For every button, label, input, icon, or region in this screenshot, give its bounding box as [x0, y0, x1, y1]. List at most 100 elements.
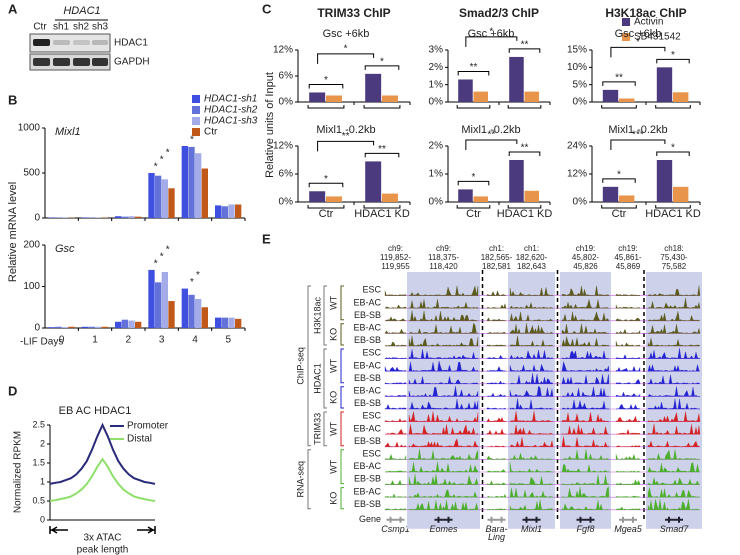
- track-signal: [486, 380, 507, 384]
- bar: [161, 179, 168, 218]
- track-signal: [561, 285, 610, 296]
- track-signal: [615, 415, 641, 422]
- track-signal: [509, 301, 554, 309]
- sig-bracket: [317, 53, 375, 64]
- track-signal: [647, 499, 701, 511]
- gene-row-label: Gene: [359, 514, 381, 524]
- significance: *: [160, 155, 164, 166]
- y-tick-label: 6%: [279, 169, 294, 180]
- sig-bracket: [508, 151, 541, 156]
- track-signal: [509, 410, 554, 422]
- gene-name: Csmp1: [381, 524, 410, 534]
- significance: *: [671, 143, 675, 154]
- category-bracket: [601, 205, 637, 209]
- chart-title: H3K18ac ChIP: [605, 6, 686, 20]
- sig-bracket: [308, 83, 344, 89]
- region-coord: 118,420: [429, 262, 458, 271]
- y-tick-label: 1%: [429, 79, 444, 90]
- y-tick-label: 1000: [18, 123, 41, 134]
- row-label: HDAC1: [114, 38, 148, 49]
- chart-subtitle: Gsc +6kb: [468, 28, 515, 40]
- x-tick-label: HDAC1 KD: [354, 208, 410, 220]
- bar: [135, 216, 142, 218]
- highlight: [508, 272, 555, 529]
- track-signal: [561, 412, 610, 422]
- track-signal: [615, 340, 641, 347]
- significance: *: [472, 172, 476, 183]
- bar: [524, 91, 540, 102]
- region-coord: 119,852-: [380, 253, 411, 262]
- gene-glyph: [487, 516, 506, 523]
- panel-label: B: [8, 92, 17, 107]
- region-coord: 45,861-: [614, 253, 641, 262]
- x-axis-label: -LIF Days: [20, 337, 63, 348]
- track-label: ESC: [362, 348, 381, 358]
- track-signal: [408, 386, 479, 397]
- bar: [121, 216, 128, 218]
- track-signal: [384, 479, 407, 485]
- gene-glyph: [665, 516, 683, 523]
- bar: [228, 204, 235, 218]
- track-signal: [647, 285, 701, 296]
- track-signal: [408, 299, 479, 309]
- panel-label: E: [262, 231, 271, 246]
- track-signal: [486, 354, 507, 359]
- bar: [458, 189, 473, 202]
- track-signal: [486, 417, 507, 422]
- group-label: HDAC1: [63, 5, 100, 17]
- bar: [235, 318, 242, 328]
- y-tick-label: 1.5: [32, 457, 45, 467]
- bar: [221, 317, 228, 328]
- legend-swatch: [192, 128, 200, 136]
- bar: [228, 317, 235, 328]
- category-bracket: [363, 205, 401, 209]
- lane-label: sh1: [53, 22, 70, 33]
- track-signal: [486, 303, 507, 309]
- track-signal: [615, 445, 641, 447]
- track-signal: [486, 317, 507, 321]
- legend-swatch: [622, 18, 630, 26]
- track-label: ESC: [362, 448, 381, 458]
- x-tick-label: 4: [192, 335, 198, 346]
- y-tick-label: 12%: [567, 169, 587, 180]
- track-label: EB-SB: [354, 436, 381, 446]
- assay-bracket: [307, 449, 311, 510]
- row-label: GAPDH: [114, 57, 150, 68]
- category-bracket: [601, 105, 637, 109]
- bar: [656, 67, 673, 102]
- track-signal: [647, 348, 701, 359]
- significance: **: [615, 73, 623, 84]
- category-bracket: [507, 205, 542, 209]
- category-bracket: [655, 105, 691, 109]
- bar: [602, 89, 619, 102]
- track-signal: [561, 299, 609, 309]
- x-tick-label: HDAC1 KD: [645, 208, 701, 220]
- sig-bracket: [465, 36, 518, 47]
- y-tick-label: 3%: [429, 45, 444, 56]
- track-signal: [615, 365, 641, 372]
- significance: *: [636, 37, 640, 48]
- gene-name: Smad7: [660, 524, 690, 534]
- bar: [188, 294, 195, 328]
- bar: [115, 321, 122, 328]
- x-tick-label: 1: [92, 335, 98, 346]
- region-coord: ch1:: [489, 244, 504, 253]
- genotype-label: KO: [328, 391, 338, 404]
- lane-label: sh3: [92, 22, 109, 33]
- significance: **: [487, 130, 495, 141]
- track-signal: [408, 461, 479, 473]
- track-signal: [561, 350, 610, 359]
- region-coord: 182,643: [517, 262, 546, 271]
- assay-label: ChIP-seq: [295, 347, 305, 385]
- track-label: EB-AC: [353, 461, 381, 471]
- genotype-label: KO: [328, 328, 338, 341]
- blot-band: [92, 40, 108, 45]
- significance: *: [617, 169, 621, 180]
- track-signal: [509, 323, 554, 334]
- significance: *: [380, 56, 384, 67]
- bar: [181, 288, 188, 328]
- bar: [458, 79, 473, 102]
- track-signal: [384, 316, 407, 321]
- gene-glyph: [386, 516, 405, 523]
